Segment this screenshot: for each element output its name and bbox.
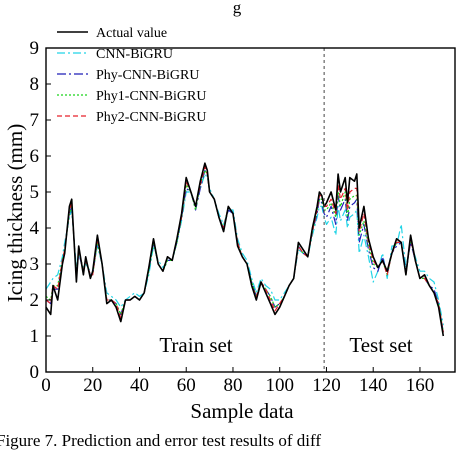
x-tick-label: 0 — [41, 375, 51, 396]
ticks-layer: 0 20 40 60 80 100 120 140 160 0 1 2 3 4 5 6 7 8 9 — [30, 38, 435, 396]
y-tick-label: 6 — [30, 146, 40, 167]
series-line-4 — [45, 166, 444, 333]
plot-area: 0 20 40 60 80 100 120 140 160 0 1 2 3 4 5 6 7 8 9 — [30, 38, 456, 396]
series-line-2 — [45, 169, 444, 333]
y-tick-label: 9 — [30, 38, 40, 59]
x-axis-label: Sample data — [190, 399, 294, 423]
train-set-label: Train set — [159, 333, 232, 357]
caption-top: g — [233, 0, 242, 17]
legend-label: Phy-CNN-BiGRU — [96, 68, 199, 83]
series-line-0 — [45, 162, 445, 337]
legend-label: Phy1-CNN-BiGRU — [96, 89, 206, 104]
x-tick-label: 40 — [130, 375, 149, 396]
test-set-label: Test set — [349, 333, 412, 357]
plot-frame — [45, 47, 456, 373]
legend-label: Phy2-CNN-BiGRU — [96, 110, 206, 125]
y-tick-label: 4 — [30, 218, 40, 239]
series-layer — [45, 162, 445, 337]
y-tick-label: 5 — [30, 182, 40, 203]
y-axis-label: Icing thickness (mm) — [3, 124, 27, 302]
y-tick-label: 7 — [30, 110, 40, 131]
legend: Actual value CNN-BiGRU Phy-CNN-BiGRU Phy1-C… — [57, 26, 206, 125]
y-tick-label: 8 — [30, 74, 40, 95]
series-line-1 — [45, 173, 444, 326]
caption-bottom: Figure 7. Prediction and error test resu… — [0, 431, 321, 450]
series-line-3 — [45, 169, 444, 333]
y-tick-label: 1 — [30, 326, 40, 347]
x-tick-label: 60 — [177, 375, 196, 396]
y-tick-label: 0 — [30, 362, 40, 383]
x-tick-label: 80 — [223, 375, 242, 396]
legend-label: CNN-BiGRU — [96, 47, 173, 62]
x-tick-label: 120 — [312, 375, 341, 396]
x-tick-label: 140 — [359, 375, 388, 396]
x-tick-label: 160 — [406, 375, 435, 396]
x-tick-label: 20 — [83, 375, 102, 396]
y-tick-label: 2 — [30, 290, 40, 311]
x-tick-label: 100 — [265, 375, 294, 396]
y-tick-label: 3 — [30, 254, 40, 275]
legend-label: Actual value — [96, 26, 167, 41]
